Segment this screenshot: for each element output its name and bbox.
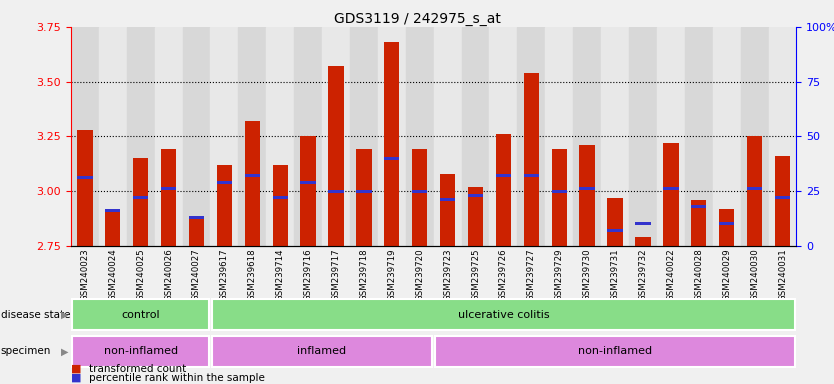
Bar — [517, 27, 545, 246]
Bar — [440, 198, 455, 201]
Bar — [356, 190, 372, 192]
Bar — [601, 27, 629, 246]
Bar — [294, 27, 322, 246]
Text: specimen: specimen — [1, 346, 51, 356]
Bar — [636, 237, 651, 246]
Bar — [580, 145, 595, 246]
Bar — [657, 27, 685, 246]
Bar — [273, 196, 288, 199]
Text: control: control — [121, 310, 160, 320]
Bar — [300, 136, 316, 246]
Bar — [747, 136, 762, 246]
Bar — [636, 222, 651, 225]
Bar — [244, 121, 260, 246]
Bar — [769, 27, 796, 246]
Bar — [188, 216, 204, 219]
Bar — [406, 27, 434, 246]
Bar — [350, 27, 378, 246]
Bar — [210, 27, 239, 246]
Text: ■: ■ — [71, 364, 82, 374]
Bar — [300, 181, 316, 184]
Bar — [105, 209, 120, 212]
Bar — [239, 27, 266, 246]
Text: non-inflamed: non-inflamed — [103, 346, 178, 356]
Bar — [775, 196, 790, 199]
Bar — [468, 194, 483, 197]
Bar — [551, 149, 567, 246]
Bar — [105, 211, 120, 246]
Bar — [133, 196, 148, 199]
Bar — [329, 66, 344, 246]
Bar — [78, 176, 93, 179]
Bar — [273, 165, 288, 246]
Bar — [607, 229, 623, 232]
Bar — [691, 205, 706, 208]
Text: GDS3119 / 242975_s_at: GDS3119 / 242975_s_at — [334, 12, 500, 25]
Bar — [212, 300, 795, 330]
Bar — [161, 149, 176, 246]
Bar — [217, 181, 232, 184]
Bar — [440, 174, 455, 246]
Bar — [244, 174, 260, 177]
Bar — [161, 187, 176, 190]
Bar — [573, 27, 601, 246]
Bar — [691, 200, 706, 246]
Bar — [188, 220, 204, 246]
Bar — [212, 336, 432, 367]
Bar — [468, 187, 483, 246]
Text: inflamed: inflamed — [298, 346, 347, 356]
Bar — [322, 27, 350, 246]
Bar — [524, 73, 539, 246]
Bar — [435, 336, 795, 367]
Bar — [685, 27, 713, 246]
Bar — [412, 149, 427, 246]
Bar — [412, 190, 427, 192]
Bar — [524, 174, 539, 177]
Bar — [434, 27, 461, 246]
Bar — [495, 134, 511, 246]
Bar — [183, 27, 210, 246]
Bar — [356, 149, 372, 246]
Text: ulcerative colitis: ulcerative colitis — [458, 310, 550, 320]
Bar — [73, 300, 209, 330]
Bar — [490, 27, 517, 246]
Bar — [719, 209, 735, 246]
Bar — [127, 27, 154, 246]
Bar — [71, 27, 98, 246]
Bar — [663, 143, 679, 246]
Bar — [217, 165, 232, 246]
Text: disease state: disease state — [1, 310, 70, 320]
Bar — [378, 27, 406, 246]
Bar — [329, 190, 344, 192]
Bar — [154, 27, 183, 246]
Bar — [266, 27, 294, 246]
Bar — [384, 157, 399, 160]
Bar — [551, 190, 567, 192]
Bar — [545, 27, 573, 246]
Text: ▶: ▶ — [61, 346, 68, 356]
Text: transformed count: transformed count — [89, 364, 187, 374]
Bar — [384, 42, 399, 246]
Bar — [663, 187, 679, 190]
Bar — [713, 27, 741, 246]
Bar — [747, 187, 762, 190]
Bar — [133, 158, 148, 246]
Bar — [580, 187, 595, 190]
Bar — [775, 156, 790, 246]
Text: ▶: ▶ — [61, 310, 68, 320]
Bar — [719, 222, 735, 225]
Bar — [73, 336, 209, 367]
Text: non-inflamed: non-inflamed — [578, 346, 652, 356]
Bar — [495, 174, 511, 177]
Text: percentile rank within the sample: percentile rank within the sample — [89, 373, 265, 383]
Bar — [78, 130, 93, 246]
Bar — [98, 27, 127, 246]
Bar — [741, 27, 769, 246]
Bar — [607, 198, 623, 246]
Bar — [461, 27, 490, 246]
Text: ■: ■ — [71, 373, 82, 383]
Bar — [629, 27, 657, 246]
